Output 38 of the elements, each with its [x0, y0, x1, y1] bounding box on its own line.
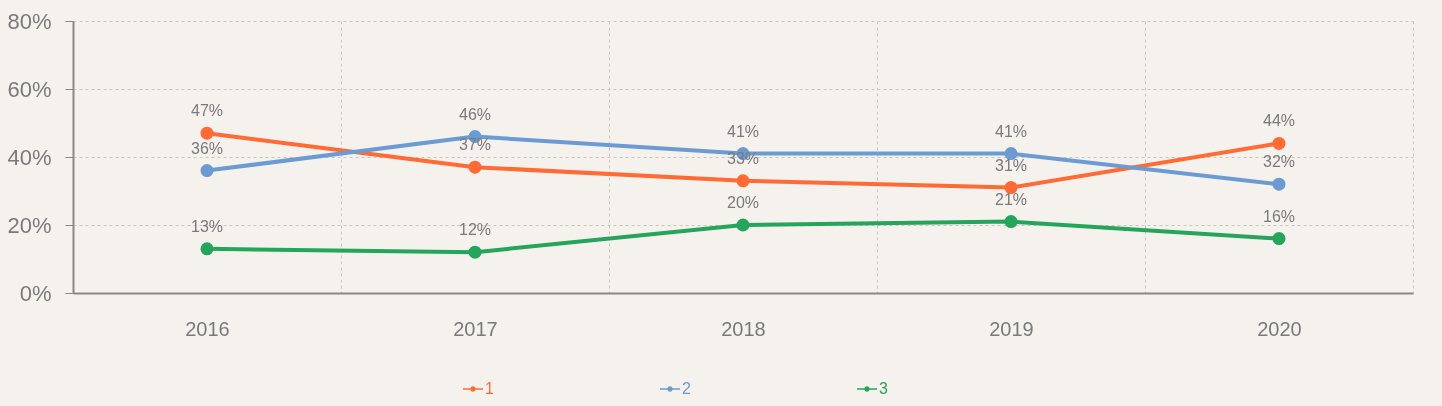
- point: [1272, 232, 1286, 246]
- data-label: 37%: [458, 136, 492, 154]
- x-tick-label: 2020: [1257, 317, 1302, 340]
- data-label: 44%: [1262, 112, 1296, 130]
- point: [468, 160, 482, 174]
- data-label: 31%: [994, 156, 1028, 174]
- x-tick-label: 2017: [453, 317, 498, 340]
- point: [1004, 215, 1018, 229]
- y-tick-label: 0%: [19, 280, 52, 306]
- data-label: 21%: [994, 190, 1028, 208]
- legend-label: 3: [879, 380, 888, 397]
- data-label: 41%: [726, 122, 760, 140]
- point: [736, 218, 750, 232]
- point: [1272, 177, 1286, 191]
- point: [1272, 136, 1286, 150]
- legend-label: 1: [485, 380, 494, 397]
- data-label: 36%: [190, 139, 224, 157]
- point: [468, 245, 482, 259]
- data-label: 12%: [458, 221, 492, 239]
- legend-label: 2: [682, 380, 691, 397]
- data-label: 32%: [1262, 153, 1296, 171]
- data-label: 16%: [1262, 207, 1296, 225]
- x-tick-label: 2018: [721, 317, 766, 340]
- y-tick-label: 40%: [7, 144, 52, 170]
- data-label: 20%: [726, 194, 760, 211]
- y-tick-label: 60%: [7, 76, 52, 102]
- point: [200, 164, 214, 178]
- x-tick-label: 2019: [989, 317, 1034, 340]
- y-tick-label: 20%: [7, 212, 52, 238]
- x-tick-label: 2016: [185, 317, 230, 340]
- data-label: 47%: [190, 102, 224, 120]
- point: [736, 174, 750, 188]
- y-tick-label: 80%: [7, 8, 52, 34]
- data-label: 41%: [994, 122, 1028, 140]
- point: [200, 126, 214, 140]
- point: [200, 242, 214, 256]
- data-label: 13%: [190, 217, 224, 235]
- data-label: 46%: [458, 105, 492, 123]
